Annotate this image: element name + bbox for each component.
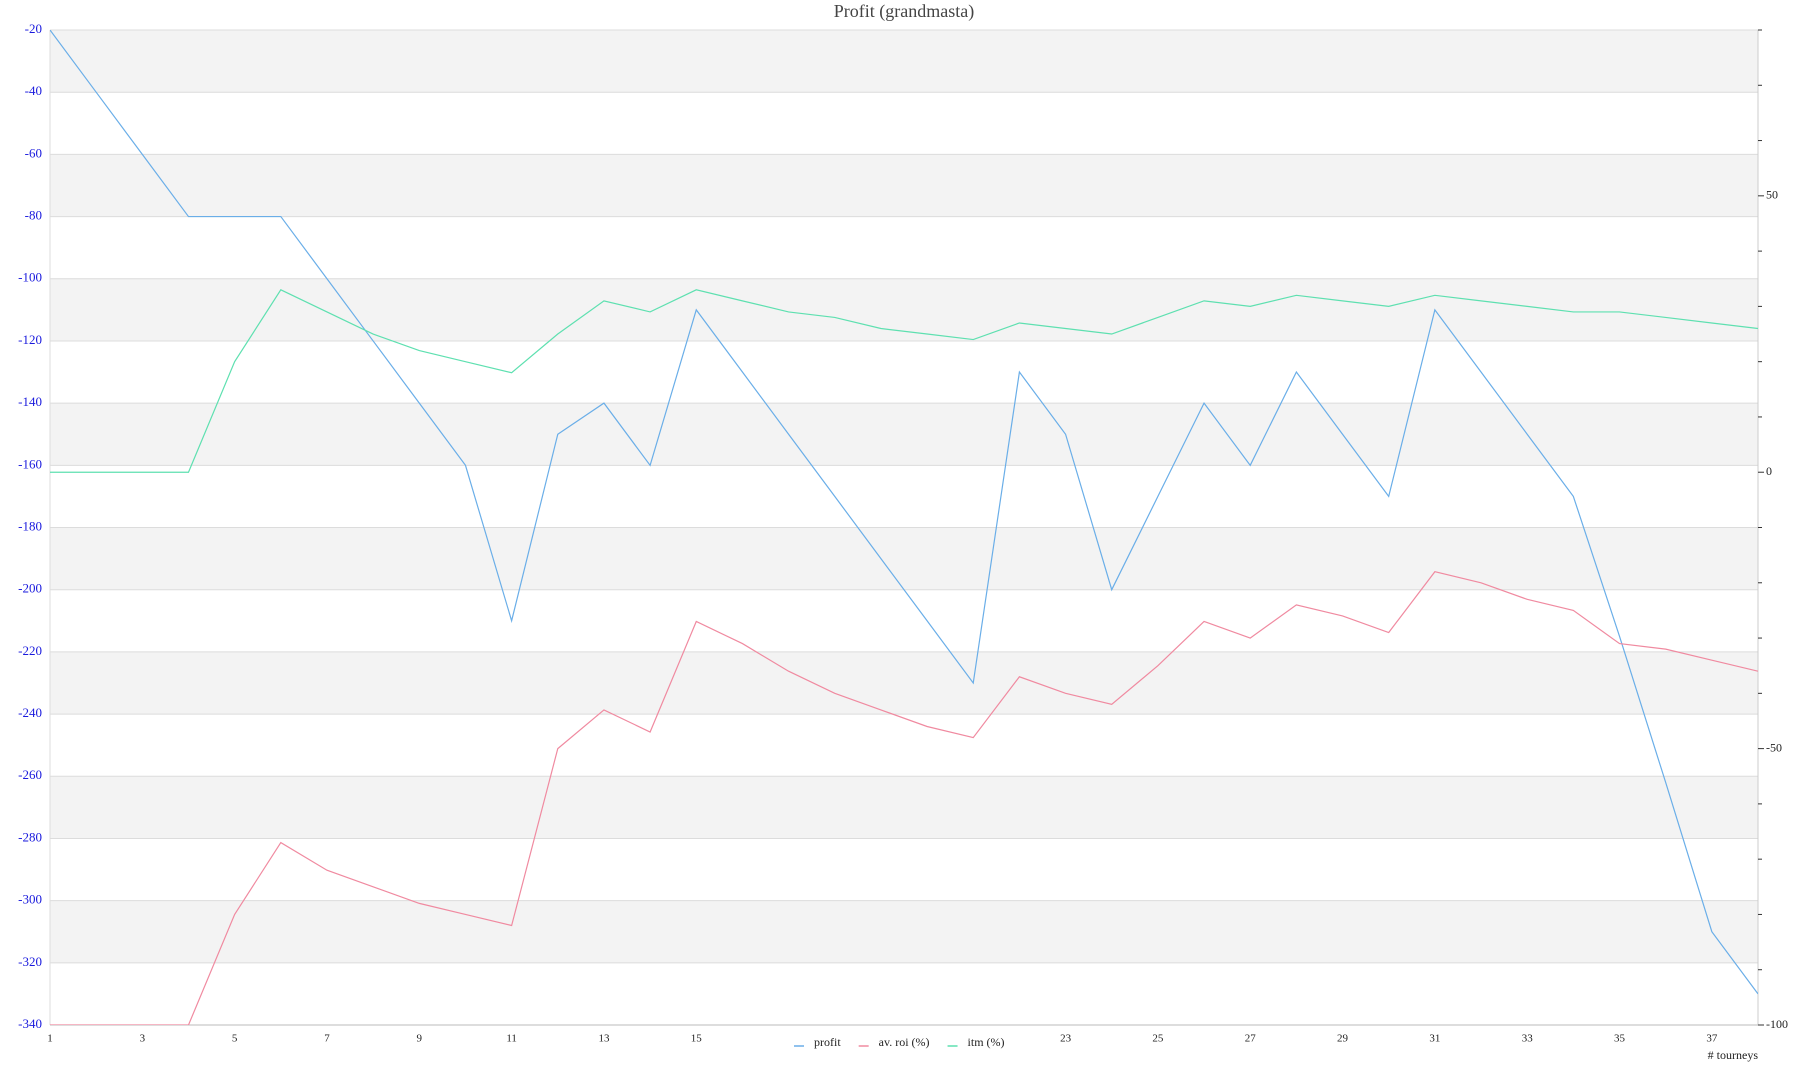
legend-bg (780, 1032, 1030, 1054)
plot-lines (50, 30, 1758, 1025)
y-tick-label: -120 (18, 332, 42, 347)
series-line (50, 571, 1758, 1025)
x-tick-label: 1 (47, 1033, 53, 1045)
grid-band (50, 527, 1758, 590)
y-tick-label: -200 (18, 581, 42, 596)
grid-band (50, 776, 1758, 839)
y-tick-label: -140 (18, 394, 42, 409)
y-tick-label: -300 (18, 892, 42, 907)
legend-label: itm (%) (968, 1035, 1005, 1049)
y-tick-label: -80 (25, 208, 42, 223)
y-tick-label: -240 (18, 705, 42, 720)
y-tick-label: -100 (18, 270, 42, 285)
grid-band (50, 30, 1758, 93)
grid-band (50, 900, 1758, 963)
x-tick-label: 31 (1429, 1033, 1440, 1045)
x-axis-title: # tourneys (1708, 1048, 1759, 1062)
x-tick-label: 11 (506, 1033, 517, 1045)
series-line (50, 289, 1758, 473)
y-tick-label: -60 (25, 145, 42, 160)
y-tick-label: -320 (18, 954, 42, 969)
x-tick-label: 35 (1614, 1033, 1626, 1045)
y-tick-label: -180 (18, 518, 42, 533)
x-tick-label: 33 (1522, 1033, 1534, 1045)
grid-band (50, 154, 1758, 217)
y-tick-label: -280 (18, 829, 42, 844)
y-tick-label: -220 (18, 643, 42, 658)
series-line (50, 30, 1758, 995)
x-tick-label: 13 (598, 1033, 610, 1045)
x-tick-label: 29 (1337, 1033, 1349, 1045)
x-tick-label: 15 (691, 1033, 703, 1045)
x-tick-label: 3 (140, 1033, 146, 1045)
y-tick-label: -340 (18, 1016, 42, 1031)
x-tick-label: 9 (417, 1033, 423, 1045)
y2-tick-label: -50 (1766, 740, 1782, 754)
grid-band (50, 651, 1758, 715)
y2-tick-label: -100 (1766, 1017, 1788, 1031)
legend-label: av. roi (%) (879, 1035, 930, 1049)
y2-tick-label: 0 (1766, 464, 1772, 478)
x-tick-label: 25 (1152, 1033, 1164, 1045)
y-tick-label: -160 (18, 456, 42, 471)
y2-tick-label: 50 (1766, 188, 1778, 202)
y-tick-label: -20 (25, 21, 42, 36)
x-tick-label: 27 (1245, 1033, 1257, 1045)
y-tick-label: -260 (18, 767, 42, 782)
grid-band (50, 403, 1758, 466)
x-tick-label: 23 (1060, 1033, 1072, 1045)
x-tick-label: 37 (1706, 1033, 1718, 1045)
legend: profit av. roi (%) itm (%) (780, 1032, 1030, 1054)
y-tick-label: -40 (25, 83, 42, 98)
x-tick-label: 5 (232, 1033, 238, 1045)
chart-title: Profit (grandmasta) (834, 1, 974, 22)
legend-label: profit (814, 1035, 841, 1049)
x-tick-label: 7 (324, 1033, 330, 1045)
